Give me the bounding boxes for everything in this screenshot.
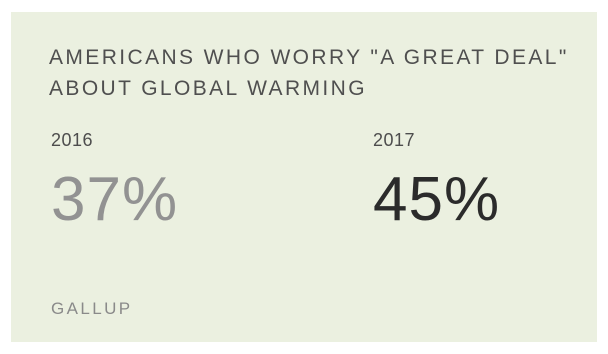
year-2016-label: 2016 xyxy=(51,130,94,150)
stat-card: AMERICANS WHO WORRY "A GREAT DEAL" ABOUT… xyxy=(11,12,597,342)
year-2017-label: 2017 xyxy=(373,130,416,150)
headline: AMERICANS WHO WORRY "A GREAT DEAL" ABOUT… xyxy=(49,46,569,100)
value-2017: 45% xyxy=(373,165,501,234)
source-label: GALLUP xyxy=(51,299,133,318)
value-2016: 37% xyxy=(51,165,179,234)
